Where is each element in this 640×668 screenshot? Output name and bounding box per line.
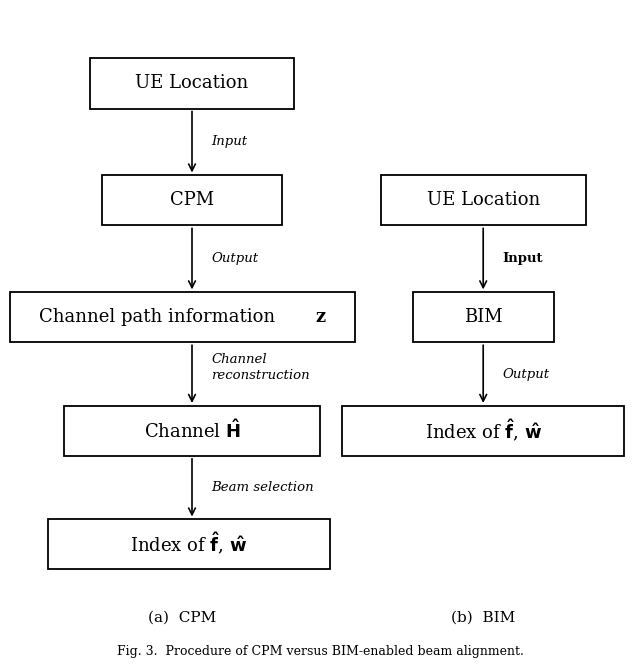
Text: Channel path information: Channel path information: [39, 309, 281, 326]
Text: Input: Input: [502, 253, 543, 265]
Text: UE Location: UE Location: [427, 192, 540, 209]
Bar: [48, 520, 330, 569]
Text: Channel $\mathbf{\hat{H}}$: Channel $\mathbf{\hat{H}}$: [143, 420, 241, 442]
Text: (b)  BIM: (b) BIM: [451, 611, 515, 625]
Bar: [90, 58, 294, 108]
Text: Beam selection: Beam selection: [211, 481, 314, 494]
Text: CPM: CPM: [170, 192, 214, 209]
Text: (a)  CPM: (a) CPM: [148, 611, 216, 625]
Bar: [413, 293, 554, 342]
Text: Index of $\mathbf{\hat{f}}$, $\mathbf{\hat{w}}$: Index of $\mathbf{\hat{f}}$, $\mathbf{\h…: [424, 418, 542, 444]
Text: Fig. 3.  Procedure of CPM versus BIM-enabled beam alignment.: Fig. 3. Procedure of CPM versus BIM-enab…: [116, 645, 524, 658]
Text: Output: Output: [502, 367, 550, 381]
Bar: [10, 293, 355, 342]
Bar: [102, 175, 282, 225]
Text: UE Location: UE Location: [136, 75, 248, 92]
Text: Output: Output: [211, 253, 259, 265]
Bar: [381, 175, 586, 225]
Text: Channel
reconstruction: Channel reconstruction: [211, 353, 310, 382]
Text: Input: Input: [211, 136, 247, 148]
Bar: [64, 405, 320, 456]
Text: BIM: BIM: [464, 309, 502, 326]
Text: z: z: [315, 309, 325, 326]
Text: Index of $\mathbf{\hat{f}}$, $\mathbf{\hat{w}}$: Index of $\mathbf{\hat{f}}$, $\mathbf{\h…: [130, 532, 248, 557]
Bar: [342, 405, 624, 456]
